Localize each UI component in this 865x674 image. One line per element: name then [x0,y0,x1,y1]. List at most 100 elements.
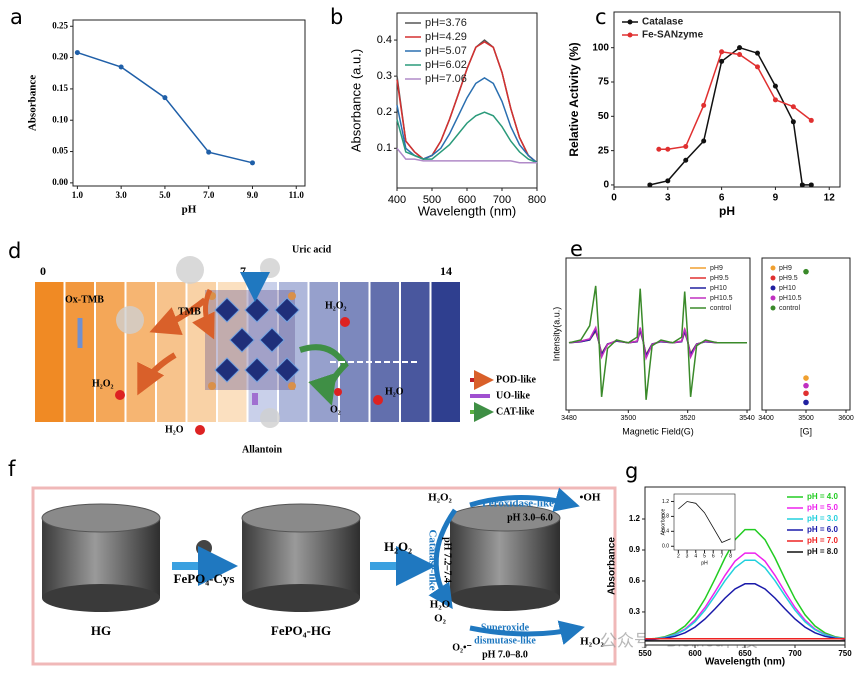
y-tick-label: 0.2 [377,106,392,118]
legend-label: control [779,305,800,312]
x-axis-label: pH [701,560,708,566]
series-line [396,41,538,164]
y-tick-label: 50 [598,111,610,122]
label: Ox-TMB [65,294,104,305]
label: H₂O₂ [580,636,604,648]
marker [803,390,809,397]
x-axis-label: Magnetic Field(G) [622,426,694,436]
scale-label: 14 [440,264,452,278]
chart: 3480 3500 3520 3540 Magnetic Field(G) Intensi… [551,257,755,436]
panel-letter: a [10,5,23,29]
x-tick-label: 3520 [680,415,696,422]
chart: 3400 3500 3600 [G] pH9 pH9.5 pH10 pH10.5 control [758,257,854,436]
arrow [149,297,207,336]
ph-strip [35,282,460,422]
label: Catalase-like [426,529,438,590]
marker [772,83,778,89]
panel-letter: g [625,459,638,483]
label: HG [91,623,111,638]
chart: 2 3 4 5 6 7 8 0.0 0.4 0.8 1.2 pH Absorbance [660,493,736,566]
ph-bar [35,282,64,422]
marker [656,146,662,152]
y-tick-label: 0.20 [52,52,68,62]
series-line [678,501,731,544]
legend-label: pH = 3.0 [807,514,838,523]
x-tick-label: 3400 [758,415,774,422]
legend-label: pH=4.29 [425,31,467,43]
label: O₂•⁻ [452,642,472,653]
x-axis-label: [G] [800,426,812,436]
scale-label: 7 [240,264,246,278]
x-tick-label: 3 [665,193,671,204]
y-tick-label: 100 [592,42,609,53]
legend-swatch [770,265,776,271]
marker [701,138,707,144]
arrow [428,508,458,610]
marker [683,157,689,163]
crystal [205,290,300,390]
cylinder-base [242,584,360,612]
y-tick-label: 0.3 [377,70,392,82]
y-tick-label: 0.0 [662,544,669,550]
arrow [469,620,585,645]
marker [719,49,725,55]
x-tick-label: 800 [528,194,546,206]
label: FePO₄-Cys [174,571,235,586]
x-tick-label: 7.0 [203,190,215,200]
molecule [260,408,280,428]
panel-letter: d [8,239,21,263]
chart: 0 3 6 9 12 0 25 50 75 100 pH Relative Activity (%) C… [567,11,841,218]
legend-label: pH = 7.0 [807,536,838,545]
x-tick-label: 6 [719,193,725,204]
x-tick-label: 0 [611,193,617,204]
x-tick-label: 400 [388,194,406,206]
x-tick-label: 12 [824,193,836,204]
label: H₂O [430,599,451,611]
legend-swatch [770,275,776,281]
y-tick-label: 0.1 [377,142,392,154]
molecule [373,395,383,405]
marker [206,149,212,155]
panel-letter: f [8,457,16,481]
marker [249,160,255,166]
legend-label: Fe-SANzyme [642,30,704,41]
marker [701,102,707,108]
marker [803,382,809,389]
legend-label: control [710,305,731,312]
x-tick-label: 600 [458,194,476,206]
label: pH 7.2–7.4 [442,537,453,583]
label: pH 3.0–6.0 [507,512,553,523]
x-tick-label: 600 [688,649,702,658]
legend-label: pH = 4.0 [807,492,838,501]
x-tick-label: 3500 [621,415,637,422]
legend-label: CAT-like [496,406,535,417]
legend-label: pH9 [710,265,723,272]
label: pH 7.0–8.0 [482,649,528,660]
legend-label: pH10.5 [779,295,802,302]
x-tick-label: 3.0 [116,190,128,200]
legend-label: pH9 [779,265,792,272]
x-tick-label: 11.0 [289,190,305,200]
y-tick-label: 0.3 [629,607,641,616]
label: Allantoin [242,444,282,455]
panel-letter: e [570,237,583,261]
legend-label: pH=7.06 [425,73,467,85]
y-tick-label: 1.2 [662,499,669,505]
octahedra [214,297,300,383]
y-axis-label: Absorbance [27,75,39,131]
x-tick-label: 3540 [739,415,755,422]
legend-label: pH9.5 [779,275,798,282]
y-axis-label: Relative Activity (%) [567,42,581,156]
atom [288,292,296,300]
marker [647,182,653,188]
y-axis-label: Intensity(a.u.) [551,307,561,362]
marker [808,117,814,123]
legend-label: pH=3.76 [425,17,467,29]
label: H₂O [165,424,184,435]
chart: 1.0 3.0 5.0 7.0 9.0 11.0 0.00 0.05 0.10 0.15 0.20 0… [27,19,306,216]
cylinder [41,503,161,612]
arrow [469,487,580,512]
y-tick-label: 0.15 [52,83,68,93]
